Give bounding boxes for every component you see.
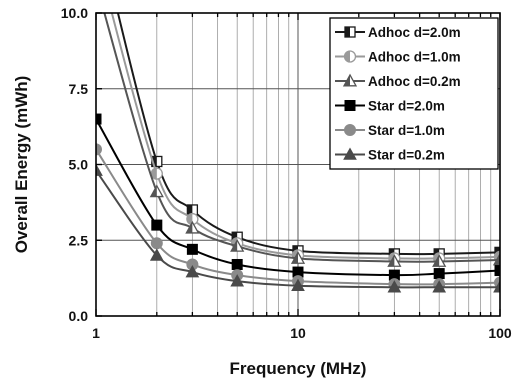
data-point [432, 254, 447, 267]
legend-item: Adhoc d=1.0m [335, 50, 461, 65]
data-point [493, 280, 500, 293]
data-point [494, 265, 500, 277]
y-tick-label: 10.0 [61, 5, 88, 21]
data-point [291, 278, 305, 291]
data-point [96, 163, 103, 176]
legend-item: Star d=2.0m [335, 99, 445, 114]
y-tick-label: 5.0 [69, 157, 89, 173]
data-point [151, 219, 163, 231]
series-layer [96, 13, 500, 293]
data-point [149, 184, 164, 198]
data-point [186, 243, 198, 255]
data-point [150, 237, 163, 250]
legend-marker [344, 124, 356, 136]
legend-label: Star d=1.0m [368, 123, 445, 138]
legend-marker [343, 147, 357, 160]
data-point [231, 258, 243, 270]
data-point [185, 265, 200, 278]
legend-label: Adhoc d=0.2m [368, 74, 461, 89]
series-3 [103, 13, 500, 267]
data-point [185, 220, 200, 234]
legend-label: Star d=0.2m [368, 148, 445, 163]
legend-marker [344, 100, 356, 111]
data-point [433, 268, 445, 280]
legend-label: Star d=2.0m [368, 99, 445, 114]
data-point [186, 212, 199, 226]
data-point [387, 280, 402, 293]
x-tick-label: 1 [92, 325, 100, 341]
y-tick-label: 0.0 [69, 308, 89, 324]
x-tick-label: 10 [290, 325, 306, 341]
data-point [230, 238, 245, 252]
legend-marker [343, 50, 357, 63]
series-6 [96, 163, 500, 293]
legend: Adhoc d=2.0m Adhoc d=1.0m Adhoc d=0.2m Star… [329, 17, 499, 170]
legend-item: Star d=1.0m [335, 123, 445, 138]
y-tick-label: 7.5 [69, 81, 89, 97]
y-tick-label: 2.5 [69, 232, 89, 248]
legend-marker [344, 26, 356, 38]
data-point [96, 113, 102, 125]
legend-item: Adhoc d=0.2m [335, 73, 461, 89]
data-point [230, 274, 245, 287]
x-tick-label: 100 [488, 325, 512, 341]
legend-label: Adhoc d=1.0m [368, 50, 461, 65]
y-axis-title: Overall Energy (mWh) [12, 76, 31, 254]
legend-item: Adhoc d=2.0m [335, 25, 461, 40]
legend-box [329, 17, 499, 170]
x-axis-title: Frequency (MHz) [230, 359, 367, 378]
axis-ticks: 0.0 2.5 5.0 7.5 10.0 1 10 100 [61, 5, 512, 341]
legend-label: Adhoc d=2.0m [368, 25, 461, 40]
data-point [492, 252, 500, 266]
data-point [387, 254, 402, 267]
data-point [149, 248, 164, 261]
legend-item: Star d=0.2m [335, 147, 445, 163]
data-point [150, 167, 163, 180]
series-4 [96, 113, 500, 281]
legend-marker [342, 73, 358, 87]
data-point [432, 280, 447, 293]
data-point [290, 251, 306, 264]
data-point [96, 143, 102, 156]
series-line [103, 13, 500, 263]
